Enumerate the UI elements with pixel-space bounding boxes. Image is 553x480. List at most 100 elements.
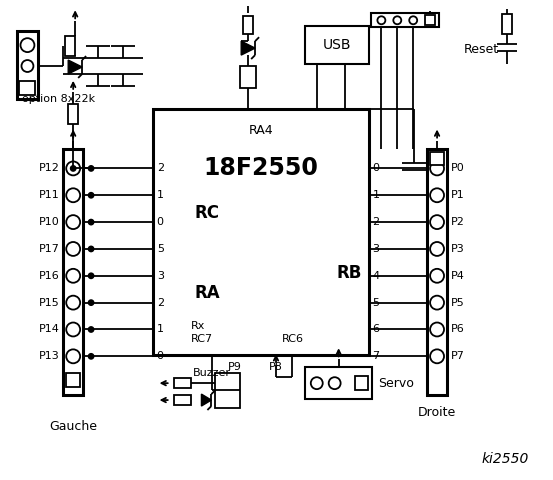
Text: 18F2550: 18F2550 <box>204 156 319 180</box>
Text: RC7: RC7 <box>190 335 212 345</box>
Text: RA: RA <box>195 284 220 302</box>
Text: Reset: Reset <box>463 43 499 56</box>
Text: P11: P11 <box>39 190 59 200</box>
Text: 3: 3 <box>372 244 379 254</box>
Text: option 8x22k: option 8x22k <box>22 94 95 104</box>
Text: 3: 3 <box>156 271 164 281</box>
Circle shape <box>88 273 93 278</box>
Text: 4: 4 <box>372 271 379 281</box>
Text: 6: 6 <box>372 324 379 335</box>
Circle shape <box>430 349 444 363</box>
Text: 2: 2 <box>156 298 164 308</box>
Bar <box>174 378 191 388</box>
Circle shape <box>88 327 93 332</box>
Circle shape <box>409 16 417 24</box>
Circle shape <box>66 269 80 283</box>
Circle shape <box>66 188 80 202</box>
Bar <box>63 148 83 395</box>
Bar <box>66 373 80 387</box>
Circle shape <box>88 220 93 225</box>
Text: P2: P2 <box>451 217 465 227</box>
Text: Gauche: Gauche <box>49 420 97 433</box>
Text: Droite: Droite <box>418 407 456 420</box>
Text: RB: RB <box>336 264 362 282</box>
Text: 1: 1 <box>372 190 379 200</box>
Circle shape <box>66 349 80 363</box>
Polygon shape <box>241 41 255 55</box>
Bar <box>372 13 439 27</box>
Text: Rx: Rx <box>190 321 205 331</box>
Circle shape <box>88 166 93 171</box>
Circle shape <box>377 16 385 24</box>
Circle shape <box>20 38 34 52</box>
Polygon shape <box>201 394 211 406</box>
Circle shape <box>66 215 80 229</box>
Text: P5: P5 <box>451 298 465 308</box>
Circle shape <box>328 377 341 389</box>
Text: 1: 1 <box>156 324 164 335</box>
Text: P4: P4 <box>451 271 465 281</box>
Bar <box>430 152 444 166</box>
Bar <box>305 367 372 399</box>
Bar <box>240 66 256 88</box>
Circle shape <box>88 354 93 359</box>
Circle shape <box>71 166 76 171</box>
Text: USB: USB <box>323 38 351 52</box>
Circle shape <box>430 215 444 229</box>
Circle shape <box>430 323 444 336</box>
Text: 7: 7 <box>372 351 379 361</box>
Text: RC: RC <box>195 204 220 222</box>
Text: 0: 0 <box>156 351 164 361</box>
Text: 5: 5 <box>156 244 164 254</box>
Bar <box>502 14 512 34</box>
Text: 5: 5 <box>372 298 379 308</box>
Text: RC6: RC6 <box>282 335 304 345</box>
Bar <box>153 109 369 355</box>
Text: 0: 0 <box>372 163 379 173</box>
Bar <box>17 31 38 99</box>
Text: P6: P6 <box>451 324 465 335</box>
Text: P0: P0 <box>451 163 465 173</box>
Circle shape <box>393 16 401 24</box>
Text: P8: P8 <box>269 362 283 372</box>
Text: Servo: Servo <box>378 377 414 390</box>
Bar <box>243 16 253 34</box>
Circle shape <box>66 242 80 256</box>
Text: 2: 2 <box>156 163 164 173</box>
Text: P10: P10 <box>39 217 59 227</box>
Text: P14: P14 <box>38 324 59 335</box>
Text: RA4: RA4 <box>249 124 273 137</box>
Text: P1: P1 <box>451 190 465 200</box>
Circle shape <box>66 161 80 175</box>
Text: ki2550: ki2550 <box>481 452 529 466</box>
Bar <box>68 104 78 124</box>
Text: P7: P7 <box>451 351 465 361</box>
Circle shape <box>88 246 93 252</box>
Text: 1: 1 <box>156 190 164 200</box>
Text: P3: P3 <box>451 244 465 254</box>
Circle shape <box>66 323 80 336</box>
Bar <box>425 15 435 25</box>
Circle shape <box>430 161 444 175</box>
Bar <box>354 376 368 390</box>
Bar <box>215 373 240 408</box>
Circle shape <box>66 296 80 310</box>
Circle shape <box>22 60 33 72</box>
Text: P12: P12 <box>38 163 59 173</box>
Circle shape <box>311 377 323 389</box>
Bar <box>65 36 75 56</box>
Bar <box>305 26 369 64</box>
Text: 2: 2 <box>372 217 379 227</box>
Circle shape <box>430 296 444 310</box>
Polygon shape <box>68 60 82 74</box>
Text: 0: 0 <box>156 217 164 227</box>
Circle shape <box>88 300 93 305</box>
Circle shape <box>430 188 444 202</box>
Bar <box>427 148 447 395</box>
Text: P17: P17 <box>38 244 59 254</box>
Circle shape <box>430 269 444 283</box>
Text: P16: P16 <box>39 271 59 281</box>
Text: P9: P9 <box>228 362 242 372</box>
Bar <box>174 395 191 405</box>
Text: Buzzer: Buzzer <box>194 368 231 378</box>
